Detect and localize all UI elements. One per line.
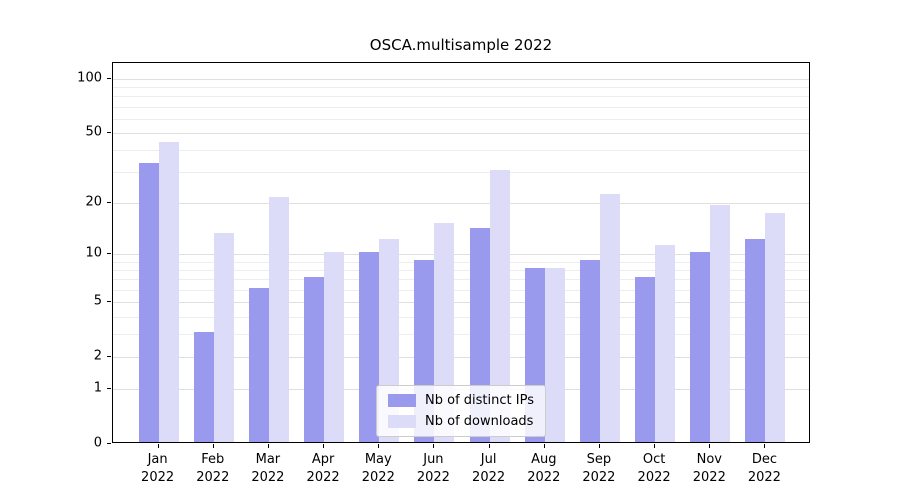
major-gridline [113,302,809,304]
x-tick-mark [378,444,380,448]
y-tick-mark [107,301,111,303]
bar-nb-of-downloads-oct [655,245,676,442]
y-tick-label: 50 [85,124,102,140]
bar-nb-of-downloads-feb [213,233,234,442]
minor-gridline [113,289,809,291]
major-gridline [113,357,809,358]
chart-title: OSCA.multisample 2022 [369,36,553,54]
x-tick-mark [709,444,711,448]
y-tick-mark [107,253,111,255]
legend-swatch-distinct-ips [388,394,417,407]
bar-nb-of-distinct-ips-jan [138,162,159,442]
x-tick-mark [433,444,435,448]
minor-gridline [113,150,809,151]
x-tick-label: Aug 2022 [527,452,561,485]
y-tick-label: 20 [85,194,102,210]
y-tick-label: 10 [85,245,102,261]
y-tick-label: 0 [93,435,102,451]
bar-nb-of-downloads-aug [544,268,565,442]
y-tick-mark [107,77,111,79]
major-gridline [113,254,809,256]
minor-gridline [113,334,809,336]
x-tick-label: Nov 2022 [692,452,726,485]
legend-label-downloads: Nb of downloads [425,414,534,429]
y-tick-mark [107,202,111,203]
bar-nb-of-downloads-nov [710,204,731,442]
y-tick-mark [107,131,111,133]
y-tick-label: 100 [77,70,102,86]
x-tick-mark [323,444,325,448]
minor-gridline [113,86,809,88]
legend-label-distinct-ips: Nb of distinct IPs [425,393,534,408]
minor-gridline [113,172,809,174]
bar-nb-of-distinct-ips-may [359,252,380,442]
x-tick-label: Dec 2022 [747,452,781,485]
y-tick-mark [107,443,111,444]
legend-swatch-downloads [388,415,417,428]
minor-gridline [113,118,809,120]
bar-nb-of-distinct-ips-feb [193,332,214,442]
y-tick-mark [107,388,111,390]
bar-nb-of-distinct-ips-oct [635,277,656,442]
x-tick-label: Apr 2022 [306,452,340,485]
x-tick-mark [764,444,766,448]
x-tick-mark [267,444,269,448]
bar-nb-of-distinct-ips-sep [579,259,600,442]
bar-nb-of-distinct-ips-apr [304,277,325,442]
x-tick-mark [488,444,490,448]
x-tick-mark [157,444,159,448]
y-tick-label: 5 [93,293,102,309]
legend-item-distinct-ips: Nb of distinct IPs [388,393,534,408]
minor-gridline [113,279,809,281]
plot-area: Nb of distinct IPs Nb of downloads [112,62,810,443]
x-tick-mark [598,444,600,448]
bar-nb-of-downloads-jan [158,142,179,442]
major-gridline [113,78,809,80]
y-tick-label: 1 [93,380,102,396]
x-tick-label: Mar 2022 [251,452,285,485]
major-gridline [113,203,809,204]
bar-nb-of-distinct-ips-dec [745,238,766,442]
major-gridline [113,132,809,134]
x-tick-mark [654,444,656,448]
minor-gridline [113,316,809,318]
x-tick-label: Feb 2022 [196,452,230,485]
x-tick-label: Sep 2022 [582,452,616,485]
x-tick-label: Jan 2022 [141,452,175,485]
bar-nb-of-downloads-sep [599,193,620,442]
x-tick-mark [212,444,214,448]
y-tick-mark [107,356,111,357]
x-tick-mark [543,444,545,448]
bar-nb-of-downloads-dec [765,213,786,442]
minor-gridline [113,270,809,271]
minor-gridline [113,96,809,98]
bar-nb-of-downloads-jul [489,170,510,442]
bar-nb-of-distinct-ips-nov [690,252,711,442]
y-tick-label: 2 [93,348,102,364]
x-tick-label: Oct 2022 [637,452,671,485]
x-tick-label: Jul 2022 [472,452,506,485]
x-tick-label: Jun 2022 [416,452,450,485]
bar-nb-of-downloads-apr [324,252,345,442]
bar-nb-of-downloads-mar [268,197,289,442]
minor-gridline [113,106,809,108]
legend: Nb of distinct IPs Nb of downloads [376,385,546,437]
bar-nb-of-distinct-ips-mar [248,287,269,442]
x-tick-label: May 2022 [361,452,395,485]
legend-item-downloads: Nb of downloads [388,414,534,429]
minor-gridline [113,261,809,263]
